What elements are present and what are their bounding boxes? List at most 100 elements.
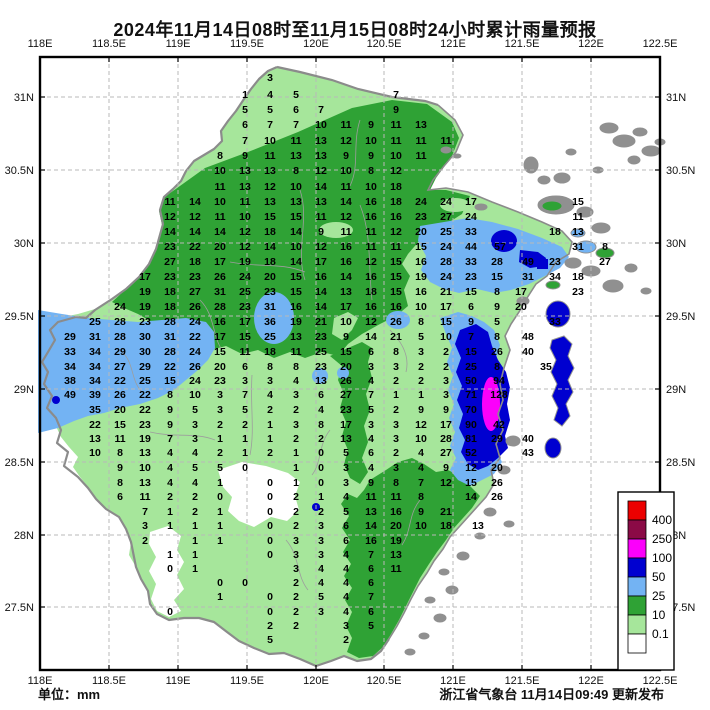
rainfall-value: 9 [167, 419, 173, 431]
rainfall-value: 0 [267, 535, 273, 547]
rainfall-value: 7 [142, 506, 148, 518]
rainfall-value: 9 [368, 477, 374, 489]
rainfall-value: 18 [164, 301, 176, 313]
rainfall-value: 7 [167, 433, 173, 445]
rainfall-value: 5 [192, 404, 198, 416]
rainfall-value: 16 [390, 301, 402, 313]
rainfall-value: 3 [393, 433, 399, 445]
rainfall-value: 42 [493, 419, 505, 431]
rainfall-value: 13 [340, 433, 352, 445]
rainfall-value: 1 [393, 389, 399, 401]
lat-label: 30.5N [5, 165, 34, 177]
rainfall-value: 15 [390, 256, 402, 268]
rainfall-value: 12 [365, 256, 377, 268]
rainfall-value: 26 [390, 316, 402, 328]
lat-label: 29N [666, 384, 686, 396]
contour-dark-green-north [112, 100, 470, 358]
rainfall-value: 24 [440, 271, 452, 283]
rainfall-value: 8 [418, 491, 424, 503]
rainfall-value: 9 [393, 104, 399, 116]
rainfall-value: 7 [468, 331, 474, 343]
rainfall-value: 21 [440, 286, 452, 298]
rainfall-value: 11 [114, 433, 125, 445]
rainfall-value: 0 [242, 577, 248, 589]
rainfall-value: 5 [242, 104, 248, 116]
rainfall-value: 15 [290, 271, 302, 283]
island [483, 507, 497, 517]
rainfall-value: 5 [267, 104, 273, 116]
rainfall-value: 6 [242, 361, 248, 373]
rainfall-value: 7 [293, 119, 299, 131]
rainfall-value: 27 [164, 256, 176, 268]
rainfall-value: 11 [415, 150, 426, 162]
rainfall-value: 18 [365, 286, 377, 298]
island [565, 148, 577, 156]
rainfall-value: 11 [264, 150, 275, 162]
lon-label: 121.5E [505, 38, 540, 50]
rainfall-value: 26 [491, 491, 503, 503]
rainfall-value: 2 [318, 506, 324, 518]
lon-label: 118E [28, 38, 53, 50]
rainfall-value: 2 [217, 447, 223, 459]
rainfall-value: 20 [390, 520, 402, 532]
rainfall-value: 16 [315, 271, 327, 283]
rainfall-value: 1 [167, 549, 173, 561]
rainfall-value: 29 [114, 346, 126, 358]
rainfall-value: 52 [465, 447, 477, 459]
rainfall-value: 8 [368, 165, 374, 177]
rainfall-value: 2 [443, 361, 449, 373]
rainfall-value: 13 [472, 520, 484, 532]
rainfall-value: 34 [89, 375, 101, 387]
rainfall-value: 1 [192, 549, 198, 561]
rainfall-value: 50 [465, 375, 477, 387]
rainfall-value: 28 [440, 433, 452, 445]
rainfall-value: 31 [214, 286, 226, 298]
rainfall-value: 3 [443, 375, 449, 387]
rainfall-value: 23 [315, 361, 327, 373]
rainfall-value: 40 [522, 433, 534, 445]
rainfall-value: 28 [114, 331, 126, 343]
rainfall-value: 24 [189, 316, 201, 328]
island [624, 263, 638, 273]
rainfall-value: 11 [340, 181, 351, 193]
rainfall-value: 23 [415, 211, 427, 223]
rainfall-value: 4 [343, 491, 349, 503]
rainfall-value: 2 [418, 361, 424, 373]
rainfall-value: 6 [293, 104, 299, 116]
rainfall-value: 24 [465, 211, 477, 223]
rainfall-value: 14 [340, 271, 352, 283]
legend-swatch-maroon [627, 519, 647, 540]
rainfall-value: 10 [214, 196, 226, 208]
rainfall-value: 18 [164, 286, 176, 298]
rainfall-value: 21 [390, 331, 402, 343]
rainfall-value: 23 [214, 375, 226, 387]
rainfall-value: 23 [315, 331, 327, 343]
rainfall-value: 14 [164, 226, 176, 238]
rainfall-value: 48 [522, 331, 534, 343]
rainfall-value: 6 [368, 447, 374, 459]
rainfall-value: 16 [415, 256, 427, 268]
unit-label: 单位：mm [38, 687, 101, 702]
rainfall-value: 12 [365, 316, 377, 328]
rainfall-value: 16 [415, 286, 427, 298]
rainfall-value: 31 [164, 331, 176, 343]
rainfall-value: 8 [293, 165, 299, 177]
rainfall-value: 11 [415, 135, 426, 147]
rainfall-value: 1 [217, 433, 223, 445]
rainfall-value: 8 [393, 477, 399, 489]
rainfall-value: 4 [343, 606, 349, 618]
rainfall-value: 43 [522, 447, 534, 459]
rainfall-value: 13 [264, 165, 276, 177]
rainfall-value: 22 [114, 375, 126, 387]
rainfall-value: 13 [340, 286, 352, 298]
rainfall-value: 1 [267, 419, 273, 431]
legend-swatch-light_green [627, 614, 647, 635]
rainfall-value: 4 [343, 591, 349, 603]
legend-value-label: 50 [652, 570, 666, 584]
rainfall-value: 23 [239, 301, 251, 313]
rainfall-value: 28 [214, 301, 226, 313]
rainfall-value: 8 [318, 419, 324, 431]
rainfall-value: 6 [368, 577, 374, 589]
page-title: 2024年11月14日08时至11月15日08时24小时累计雨量预报 [113, 20, 597, 40]
rainfall-value: 2 [242, 419, 248, 431]
